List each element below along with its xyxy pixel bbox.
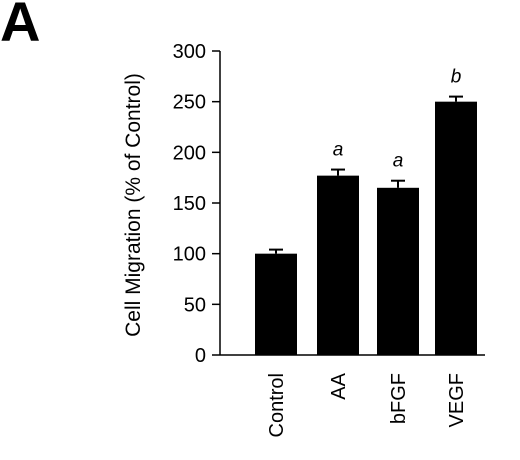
x-tick-label: AA xyxy=(328,372,350,399)
x-tick-label: bFGF xyxy=(388,373,410,424)
significance-label: a xyxy=(393,151,404,172)
x-tick-label: VEGF xyxy=(446,373,468,427)
y-tick-label: 250 xyxy=(173,92,206,114)
bar xyxy=(317,175,359,355)
bar xyxy=(435,101,477,356)
significance-label: a xyxy=(333,140,344,161)
y-tick-label: 300 xyxy=(173,41,206,63)
y-tick-label: 0 xyxy=(195,345,206,367)
y-tick-label: 50 xyxy=(184,294,206,316)
x-tick-label: Control xyxy=(266,373,288,437)
chart-labels: 0 50 100 150 200 250 300 Cell Migration (% of C… xyxy=(122,41,468,437)
y-tick-label: 200 xyxy=(173,142,206,164)
bar xyxy=(377,187,419,355)
y-tick-label: 150 xyxy=(173,193,206,215)
bar xyxy=(255,253,297,355)
significance-label: b xyxy=(451,67,462,88)
chart-bars xyxy=(255,95,477,356)
y-tick-label: 100 xyxy=(173,244,206,266)
panel-letter: A xyxy=(0,0,41,53)
y-axis-title: Cell Migration (% of Control) xyxy=(122,73,145,337)
